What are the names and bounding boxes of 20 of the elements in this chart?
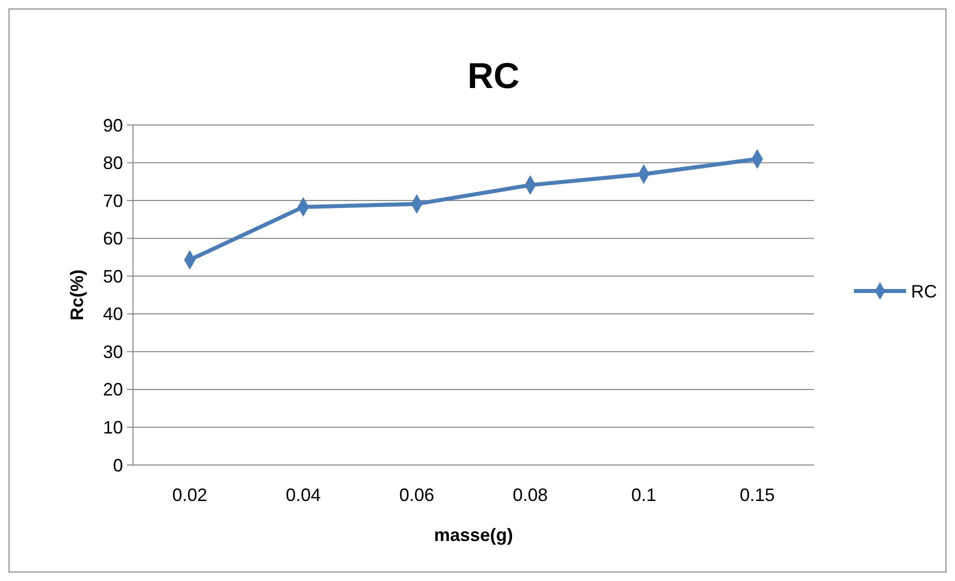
y-tick-label: 90: [102, 115, 123, 136]
y-tick-label: 50: [102, 266, 123, 286]
chart-title: RC: [468, 55, 520, 96]
x-tick-label: 0.1: [631, 485, 656, 505]
x-tick-label: 0.06: [399, 485, 434, 505]
y-tick-label: 40: [102, 304, 123, 324]
y-tick-label: 80: [102, 153, 123, 174]
x-axis-title: masse(g): [434, 525, 514, 545]
y-tick-label: 10: [102, 418, 123, 438]
x-tick-label: 0.02: [172, 485, 208, 505]
y-tick-label: 30: [102, 342, 123, 362]
x-tick-label: 0.15: [740, 485, 775, 505]
y-tick-label: 70: [102, 190, 123, 211]
y-axis-title: Rc(%): [67, 269, 87, 321]
y-tick-label: 0: [112, 455, 123, 476]
x-tick-label: 0.08: [512, 485, 548, 505]
y-tick-label: 20: [102, 380, 123, 400]
y-tick-label: 60: [102, 228, 123, 249]
x-tick-label: 0.04: [286, 485, 321, 505]
legend-label: RC: [911, 281, 937, 302]
